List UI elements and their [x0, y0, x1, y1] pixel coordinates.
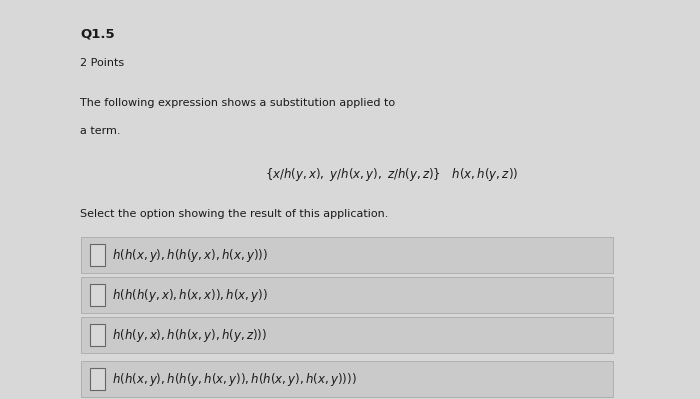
Text: Q1.5: Q1.5 [80, 28, 115, 41]
FancyBboxPatch shape [90, 324, 105, 346]
FancyBboxPatch shape [80, 361, 612, 397]
Text: $h(h(h(y, x), h(x, x)), h(x, y))$: $h(h(h(y, x), h(x, x)), h(x, y))$ [112, 287, 268, 304]
FancyBboxPatch shape [80, 237, 612, 273]
Text: $h(h(x, y), h(h(y, h(x, y)), h(h(x, y), h(x, y))))$: $h(h(x, y), h(h(y, h(x, y)), h(h(x, y), … [112, 371, 357, 387]
Text: a term.: a term. [80, 126, 121, 136]
FancyBboxPatch shape [80, 317, 612, 353]
Text: Select the option showing the result of this application.: Select the option showing the result of … [80, 209, 389, 219]
FancyBboxPatch shape [90, 368, 105, 390]
Text: $h(h(x, y), h(h(y, x), h(x, y)))$: $h(h(x, y), h(h(y, x), h(x, y)))$ [112, 247, 268, 264]
Text: The following expression shows a substitution applied to: The following expression shows a substit… [80, 98, 395, 108]
Text: $\{ x/h(y, x),\ y/h(x, y),\ z/h(y, z) \}\ \ \ h(x, h(y, z))$: $\{ x/h(y, x),\ y/h(x, y),\ z/h(y, z) \}… [265, 166, 519, 183]
Text: 2 Points: 2 Points [80, 58, 125, 68]
FancyBboxPatch shape [90, 284, 105, 306]
FancyBboxPatch shape [90, 244, 105, 267]
FancyBboxPatch shape [80, 277, 612, 313]
Text: $h(h(y, x), h(h(x, y), h(y, z)))$: $h(h(y, x), h(h(x, y), h(y, z)))$ [112, 327, 267, 344]
